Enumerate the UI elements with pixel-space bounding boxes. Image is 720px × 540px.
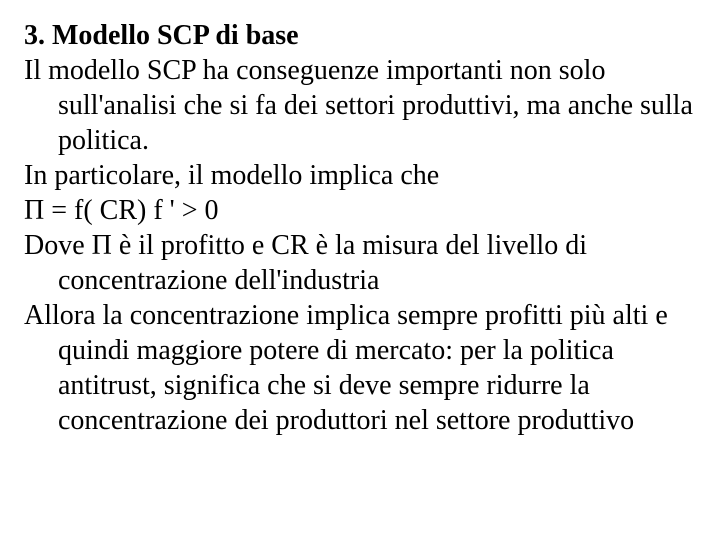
slide-body: Il modello SCP ha conseguenze importanti… (24, 53, 696, 438)
slide-title: 3. Modello SCP di base (24, 18, 696, 53)
paragraph-conclusion: Allora la concentrazione implica sempre … (24, 298, 696, 438)
slide: 3. Modello SCP di base Il modello SCP ha… (0, 0, 720, 540)
paragraph-intro: Il modello SCP ha conseguenze importanti… (24, 53, 696, 158)
paragraph-implication: In particolare, il modello implica che (24, 158, 696, 193)
paragraph-definition: Dove Π è il profitto e CR è la misura de… (24, 228, 696, 298)
equation-line: Π = f( CR) f ' > 0 (24, 193, 696, 228)
